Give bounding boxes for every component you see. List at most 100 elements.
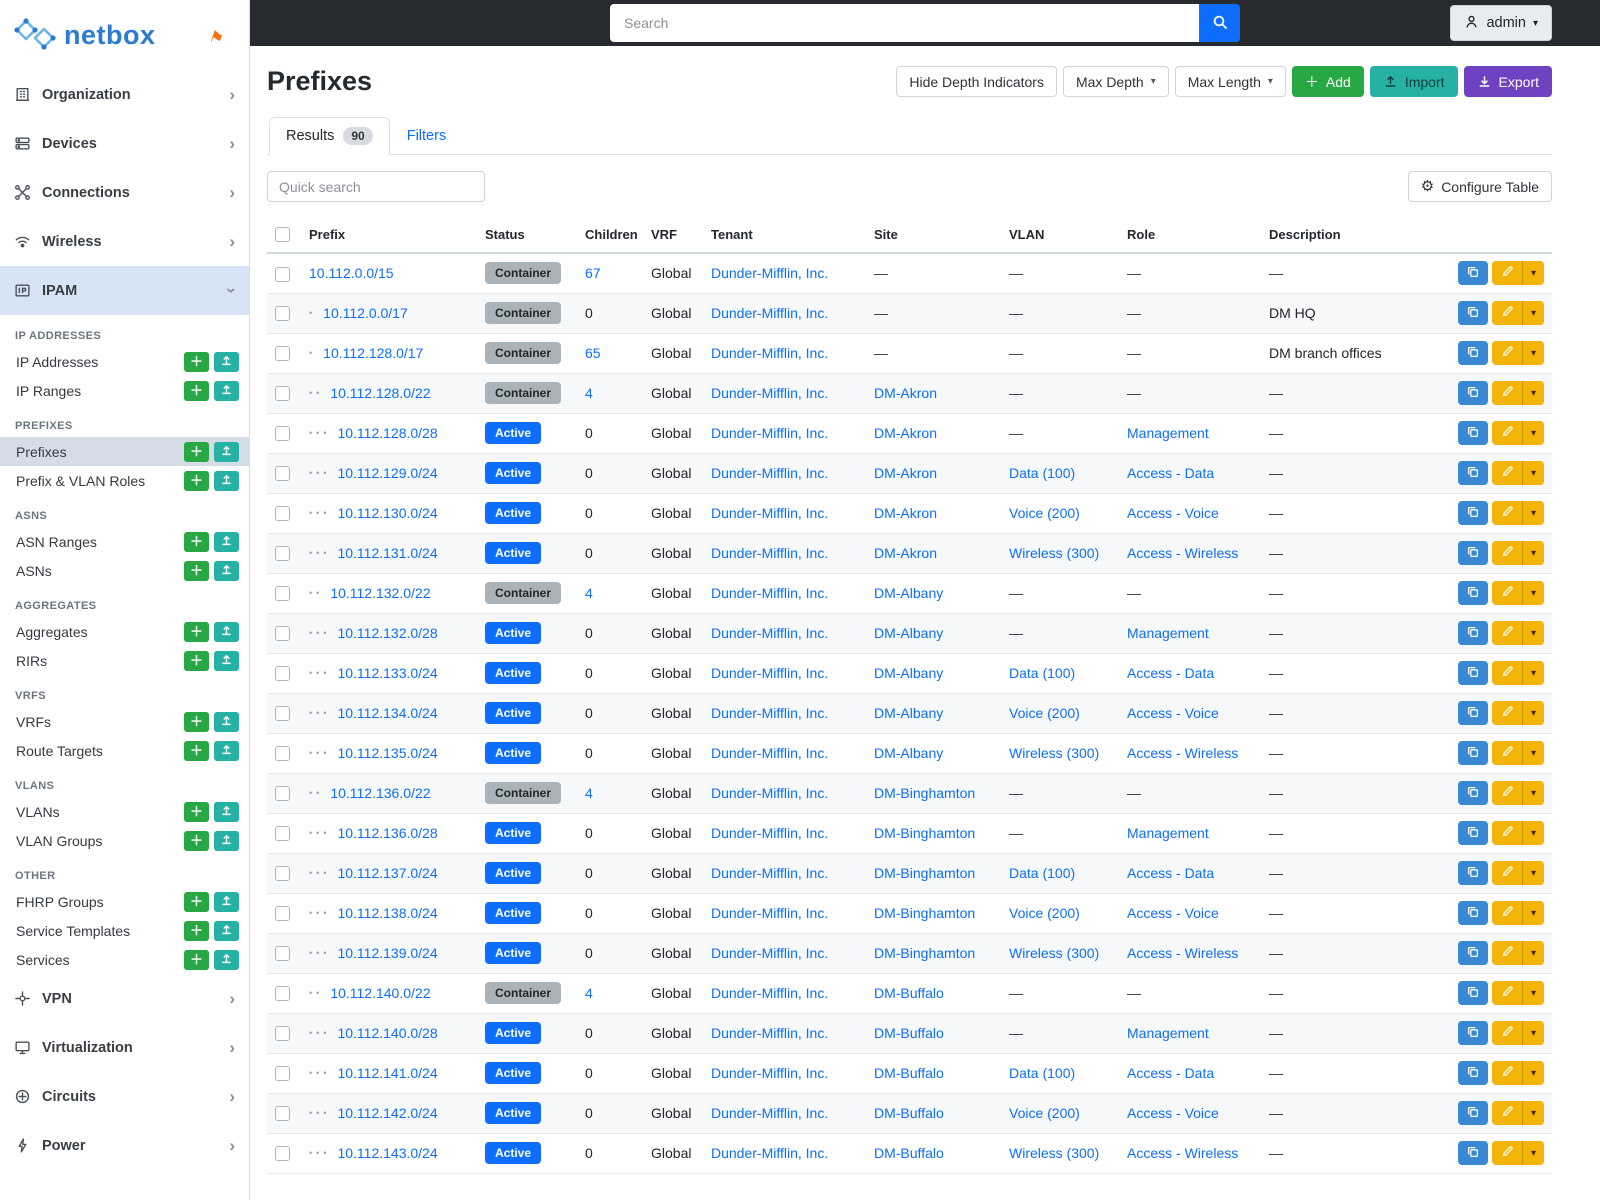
row-actions-dropdown-button[interactable]: ▾ xyxy=(1522,421,1544,446)
sidebar-item-aggregates[interactable]: Aggregates ＋ xyxy=(0,617,249,646)
sidebar-item-route-targets[interactable]: Route Targets ＋ xyxy=(0,736,249,765)
tenant-link[interactable]: Dunder-Mifflin, Inc. xyxy=(711,345,829,362)
edit-button[interactable] xyxy=(1492,661,1522,686)
export-button[interactable]: Export xyxy=(1463,66,1552,97)
add-vlan-groups-button[interactable]: ＋ xyxy=(184,830,209,851)
clone-button[interactable] xyxy=(1458,901,1488,926)
sidebar-item-vlans[interactable]: VLANs ＋ xyxy=(0,797,249,826)
row-checkbox[interactable] xyxy=(275,946,290,962)
row-checkbox[interactable] xyxy=(275,626,290,642)
import-rirs-button[interactable] xyxy=(214,650,239,671)
site-link[interactable]: DM-Albany xyxy=(874,665,944,682)
clone-button[interactable] xyxy=(1458,701,1488,726)
sidebar-item-ip-addresses[interactable]: IP Addresses ＋ xyxy=(0,347,249,376)
edit-button[interactable] xyxy=(1492,341,1522,366)
vlan-link[interactable]: Voice (200) xyxy=(1009,505,1080,522)
clone-button[interactable] xyxy=(1458,741,1488,766)
site-link[interactable]: DM-Buffalo xyxy=(874,1105,944,1122)
vlan-link[interactable]: Voice (200) xyxy=(1009,1105,1080,1122)
site-link[interactable]: DM-Akron xyxy=(874,385,938,402)
prefix-link[interactable]: 10.112.141.0/24 xyxy=(337,1065,438,1082)
global-search-button[interactable] xyxy=(1199,4,1240,42)
vlan-link[interactable]: Wireless (300) xyxy=(1009,1145,1100,1162)
row-checkbox[interactable] xyxy=(275,386,290,402)
row-actions-dropdown-button[interactable]: ▾ xyxy=(1522,381,1544,406)
children-link[interactable]: 4 xyxy=(585,785,593,802)
edit-button[interactable] xyxy=(1492,901,1522,926)
sidebar-item-services[interactable]: Services ＋ xyxy=(0,945,249,974)
import-asns-button[interactable] xyxy=(214,560,239,581)
sidebar-item-prefixes[interactable]: Prefixes ＋ xyxy=(0,437,249,466)
row-actions-dropdown-button[interactable]: ▾ xyxy=(1522,1061,1544,1086)
edit-button[interactable] xyxy=(1492,381,1522,406)
tenant-link[interactable]: Dunder-Mifflin, Inc. xyxy=(711,905,829,922)
row-actions-dropdown-button[interactable]: ▾ xyxy=(1522,581,1544,606)
role-link[interactable]: Access - Voice xyxy=(1127,505,1219,522)
edit-button[interactable] xyxy=(1492,621,1522,646)
prefix-link[interactable]: 10.112.136.0/28 xyxy=(337,825,438,842)
clone-button[interactable] xyxy=(1458,781,1488,806)
tenant-link[interactable]: Dunder-Mifflin, Inc. xyxy=(711,945,829,962)
hide-depth-indicators-button[interactable]: Hide Depth Indicators xyxy=(896,66,1057,97)
site-link[interactable]: DM-Akron xyxy=(874,425,938,442)
add-fhrp-groups-button[interactable]: ＋ xyxy=(184,891,209,912)
clone-button[interactable] xyxy=(1458,1101,1488,1126)
prefix-link[interactable]: 10.112.0.0/17 xyxy=(323,305,408,322)
tenant-link[interactable]: Dunder-Mifflin, Inc. xyxy=(711,985,829,1002)
site-link[interactable]: DM-Binghamton xyxy=(874,905,976,922)
sidebar-item-service-templates[interactable]: Service Templates ＋ xyxy=(0,916,249,945)
sidebar-item-virtualization[interactable]: Virtualization › xyxy=(0,1023,249,1072)
tenant-link[interactable]: Dunder-Mifflin, Inc. xyxy=(711,1025,829,1042)
clone-button[interactable] xyxy=(1458,381,1488,406)
role-link[interactable]: Management xyxy=(1127,825,1209,842)
prefix-link[interactable]: 10.112.0.0/15 xyxy=(309,265,394,282)
role-link[interactable]: Access - Wireless xyxy=(1127,945,1239,962)
prefix-link[interactable]: 10.112.133.0/24 xyxy=(337,665,438,682)
column-header-vlan[interactable]: VLAN xyxy=(1001,216,1119,255)
tenant-link[interactable]: Dunder-Mifflin, Inc. xyxy=(711,785,829,802)
vlan-link[interactable]: Voice (200) xyxy=(1009,905,1080,922)
row-checkbox[interactable] xyxy=(275,1106,290,1122)
row-actions-dropdown-button[interactable]: ▾ xyxy=(1522,261,1544,286)
row-checkbox[interactable] xyxy=(275,426,290,442)
prefix-link[interactable]: 10.112.140.0/22 xyxy=(330,985,431,1002)
max-depth-dropdown[interactable]: Max Depth ▾ xyxy=(1062,66,1169,97)
site-link[interactable]: DM-Albany xyxy=(874,625,944,642)
site-link[interactable]: DM-Binghamton xyxy=(874,785,976,802)
tenant-link[interactable]: Dunder-Mifflin, Inc. xyxy=(711,865,829,882)
role-link[interactable]: Management xyxy=(1127,625,1209,642)
row-actions-dropdown-button[interactable]: ▾ xyxy=(1522,981,1544,1006)
sidebar-item-fhrp-groups[interactable]: FHRP Groups ＋ xyxy=(0,887,249,916)
tenant-link[interactable]: Dunder-Mifflin, Inc. xyxy=(711,265,829,282)
clone-button[interactable] xyxy=(1458,501,1488,526)
import-service-templates-button[interactable] xyxy=(214,920,239,941)
add-aggregates-button[interactable]: ＋ xyxy=(184,621,209,642)
sidebar-item-devices[interactable]: Devices › xyxy=(0,119,249,168)
sidebar-item-power[interactable]: Power › xyxy=(0,1121,249,1170)
vlan-link[interactable]: Wireless (300) xyxy=(1009,745,1100,762)
clone-button[interactable] xyxy=(1458,1061,1488,1086)
add-asn-ranges-button[interactable]: ＋ xyxy=(184,531,209,552)
prefix-link[interactable]: 10.112.128.0/22 xyxy=(330,385,431,402)
column-header-children[interactable]: Children xyxy=(577,216,643,255)
prefix-link[interactable]: 10.112.137.0/24 xyxy=(337,865,438,882)
row-checkbox[interactable] xyxy=(275,746,290,762)
site-link[interactable]: DM-Buffalo xyxy=(874,1145,944,1162)
sidebar-item-vrfs[interactable]: VRFs ＋ xyxy=(0,707,249,736)
row-actions-dropdown-button[interactable]: ▾ xyxy=(1522,1141,1544,1166)
sidebar-item-asns[interactable]: ASNs ＋ xyxy=(0,556,249,585)
children-link[interactable]: 65 xyxy=(585,345,601,362)
add-vlans-button[interactable]: ＋ xyxy=(184,801,209,822)
children-link[interactable]: 4 xyxy=(585,385,593,402)
sidebar-item-prefix-vlan-roles[interactable]: Prefix & VLAN Roles ＋ xyxy=(0,466,249,495)
row-checkbox[interactable] xyxy=(275,1066,290,1082)
clone-button[interactable] xyxy=(1458,261,1488,286)
sidebar-item-rirs[interactable]: RIRs ＋ xyxy=(0,646,249,675)
edit-button[interactable] xyxy=(1492,981,1522,1006)
import-prefixes-button[interactable] xyxy=(214,441,239,462)
edit-button[interactable] xyxy=(1492,781,1522,806)
clone-button[interactable] xyxy=(1458,981,1488,1006)
site-link[interactable]: DM-Albany xyxy=(874,585,944,602)
tab-filters[interactable]: Filters xyxy=(390,117,463,155)
edit-button[interactable] xyxy=(1492,1141,1522,1166)
